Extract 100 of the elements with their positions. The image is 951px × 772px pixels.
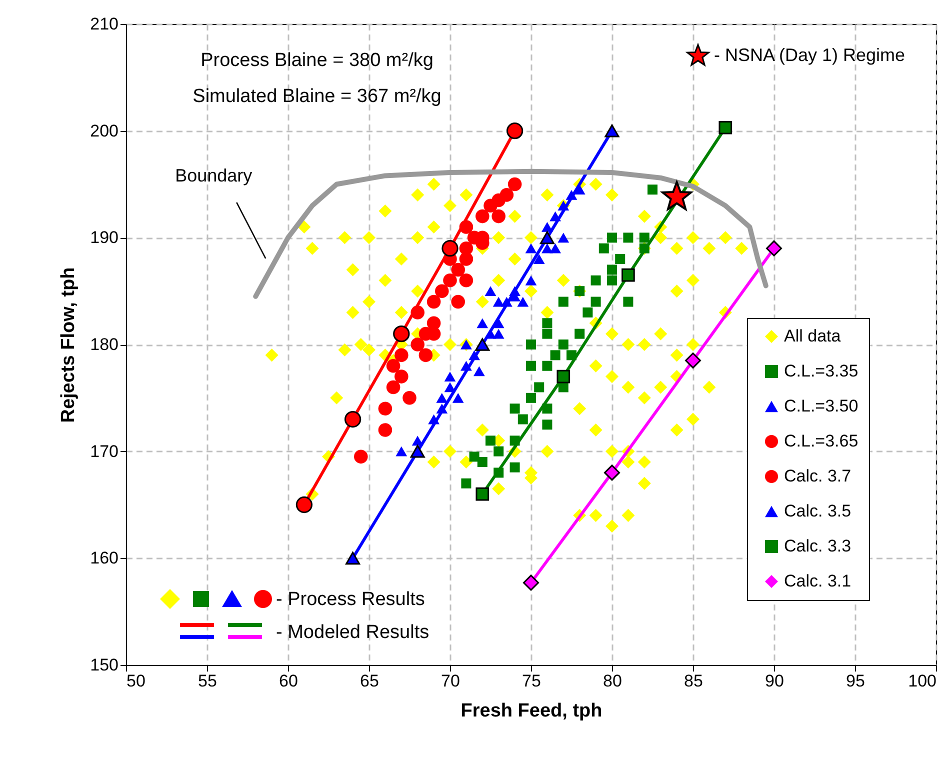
point [476, 318, 488, 328]
point [486, 436, 496, 446]
x-tick-label: 75 [522, 672, 541, 690]
point [622, 268, 635, 282]
point [540, 231, 554, 244]
point [386, 380, 400, 394]
text: Boundary [175, 165, 252, 186]
point [394, 348, 408, 362]
point [410, 338, 424, 352]
point [542, 420, 552, 430]
point [518, 414, 528, 424]
point [476, 209, 490, 224]
point [393, 326, 410, 342]
point [525, 275, 537, 286]
point [452, 392, 464, 403]
point [604, 124, 620, 138]
point [443, 274, 457, 288]
x-tick-label: 60 [279, 672, 298, 690]
x-tick-label: 95 [846, 672, 865, 690]
point [444, 372, 456, 382]
point [473, 366, 485, 376]
point [558, 232, 570, 243]
point [461, 478, 472, 488]
legend-label: Calc. 3.7 [784, 466, 852, 486]
point [648, 184, 658, 195]
point [378, 402, 392, 416]
point [386, 358, 400, 373]
point [418, 348, 433, 362]
point [469, 452, 480, 462]
point [533, 254, 545, 264]
point [542, 318, 552, 328]
point [394, 370, 408, 384]
y-tick-label: 150 [90, 656, 118, 674]
point [534, 382, 544, 392]
point [523, 574, 539, 591]
point [550, 350, 560, 360]
point [344, 410, 362, 428]
point [436, 392, 448, 403]
point [574, 328, 585, 339]
legend-label: All data [784, 326, 842, 346]
legend-label: Calc. 3.3 [784, 536, 852, 556]
point [556, 370, 570, 384]
point [510, 404, 520, 414]
x-tick-label: 65 [360, 672, 379, 690]
point [558, 296, 568, 307]
legend-label: Calc. 3.1 [784, 572, 852, 590]
point [590, 275, 601, 286]
point [542, 243, 553, 254]
y-tick-label: 160 [90, 548, 118, 568]
point [558, 340, 568, 350]
point [662, 181, 692, 210]
y-tick-label: 180 [90, 335, 118, 354]
x-tick-label: 70 [441, 672, 460, 690]
y-axis-title: Rejects Flow, tph [58, 267, 80, 423]
x-tick-label: 80 [603, 672, 622, 690]
point [604, 464, 620, 481]
point [378, 423, 392, 437]
point [492, 296, 504, 307]
point [492, 209, 506, 224]
point [526, 340, 536, 350]
point [639, 232, 650, 243]
x-tick-label: 50 [126, 672, 146, 690]
point [492, 328, 504, 339]
annotation: Process Blaine = 380 m²/kg [200, 50, 434, 71]
point [296, 496, 313, 514]
point [510, 462, 520, 472]
y-tick-label: 210 [90, 14, 118, 34]
annotation: - Process Results [276, 589, 425, 610]
point [442, 240, 458, 257]
point [550, 243, 561, 254]
point [506, 122, 524, 140]
point [718, 120, 732, 134]
x-tick-label: 90 [765, 672, 784, 690]
point [623, 232, 634, 243]
point [542, 360, 552, 371]
point [607, 264, 617, 275]
y-tick-label: 200 [90, 121, 118, 140]
annotation: Simulated Blaine = 367 m²/kg [192, 86, 442, 107]
y-tick-label: 170 [90, 442, 118, 461]
point [526, 392, 536, 403]
point [396, 446, 408, 456]
x-tick-label: 85 [684, 672, 703, 690]
annotation: - Modeled Results [276, 622, 430, 643]
y-tick-label: 190 [90, 228, 118, 248]
legend-label: C.L.=3.65 [784, 432, 858, 450]
point [476, 487, 490, 501]
point [426, 294, 441, 309]
point [494, 446, 504, 456]
x-axis-title: Fresh Feed, tph [460, 700, 602, 722]
point [623, 296, 634, 307]
point [525, 243, 537, 254]
point [500, 188, 514, 202]
point [607, 232, 617, 243]
point [508, 177, 522, 192]
point [607, 275, 617, 286]
legend-label: C.L.=3.35 [784, 362, 858, 380]
point [484, 286, 496, 296]
point [517, 296, 529, 307]
point [582, 307, 593, 318]
point [526, 360, 536, 371]
